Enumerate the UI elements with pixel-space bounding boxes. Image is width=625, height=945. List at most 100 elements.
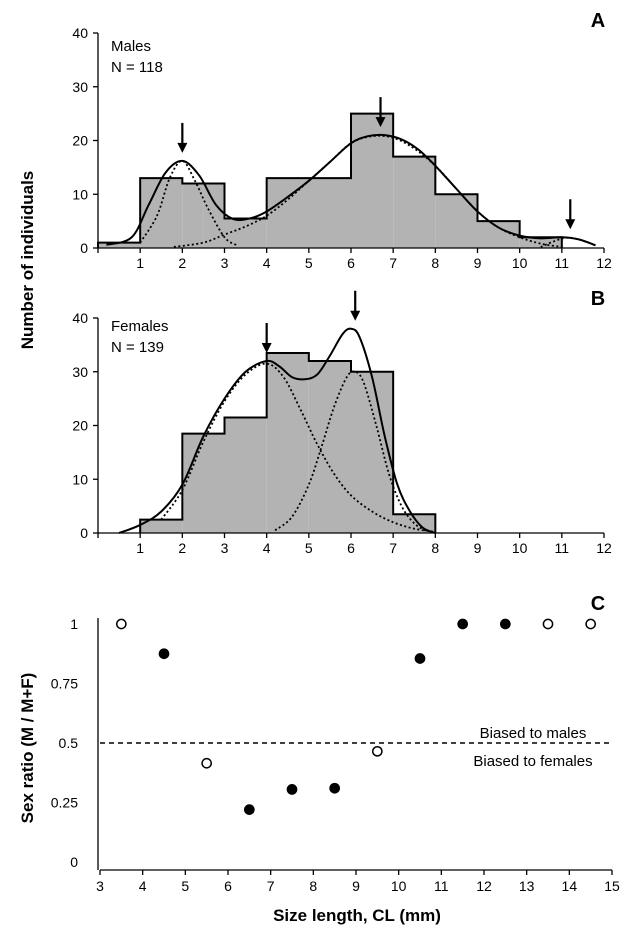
- panel-c-x-tick-label: 14: [562, 878, 578, 894]
- panel-a-x-tick-label: 3: [221, 255, 229, 271]
- panel-b-bar: [308, 361, 351, 533]
- panel-a-bar: [351, 113, 394, 248]
- panel-b-bar: [182, 433, 225, 533]
- panel-b-x-tick-label: 10: [512, 540, 528, 556]
- panel-c-point-open: [115, 618, 127, 630]
- panel-a-x-tick-label: 4: [263, 255, 271, 271]
- panel-a-x-tick-label: 1: [136, 255, 144, 271]
- panel-c-x-tick-label: 6: [224, 878, 232, 894]
- panel-a-letter: A: [591, 10, 605, 32]
- panel-a-group-label: Males: [111, 38, 151, 55]
- panel-a-y-tick-label: 40: [72, 25, 88, 41]
- panel-c-point-filled: [286, 784, 298, 795]
- panel-a-x-tick-label: 7: [389, 255, 397, 271]
- panel-a-x-tick-label: 8: [431, 255, 439, 271]
- annotation-biased-to-males: Biased to males: [480, 725, 587, 742]
- panel-a-x-tick-label: 10: [512, 255, 528, 271]
- panel-b-bar: [140, 519, 183, 533]
- panel-c-point-filled: [414, 653, 426, 664]
- panel-c-scatter: 3 4 5 6 7 8 9 10 11 12 13 14 15 0 0.25 0.5 0.75 1: [51, 616, 620, 894]
- panel-a-y-tick-label: 0: [80, 240, 88, 256]
- panel-b-x-tick-label: 8: [431, 540, 439, 556]
- panel-a-x-tick-label: 9: [474, 255, 482, 271]
- panel-c-x-tick-label: 15: [604, 878, 620, 894]
- panel-b-x-tick-label: 2: [178, 540, 186, 556]
- panel-a-peak-arrow-head: [375, 117, 386, 128]
- panel-a-fitted-curve: [106, 133, 596, 247]
- panel-c-letter: C: [591, 593, 605, 615]
- panel-c-y-tick-label: 0.75: [51, 676, 78, 692]
- panel-b-y-tick-label: 40: [72, 310, 88, 326]
- panel-a-n-label: N = 118: [111, 59, 163, 76]
- panel-b-peak-arrow-head: [350, 310, 361, 321]
- panel-c-x-tick-label: 7: [267, 878, 275, 894]
- panel-b-histogram-outline: [139, 351, 437, 533]
- panel-b-letter: B: [591, 288, 605, 310]
- panel-a-x-tick-label: 6: [347, 255, 355, 271]
- panel-b-y-tick-label: 0: [80, 525, 88, 541]
- panel-c-x-tick-label: 8: [309, 878, 317, 894]
- panel-c-y-tick-label: 0.5: [59, 735, 79, 751]
- panel-b-bar: [351, 371, 394, 533]
- panel-c-point-open: [201, 757, 213, 769]
- panel-a-bar: [393, 156, 436, 248]
- panel-c-x-tick-label: 9: [352, 878, 360, 894]
- panel-a-peak-arrow-head: [177, 142, 188, 153]
- panel-a-y-tick-label: 20: [72, 133, 88, 149]
- panel-c-x-tick-label: 12: [476, 878, 492, 894]
- panel-a-bar: [203, 183, 225, 248]
- annotation-biased-to-females: Biased to females: [473, 753, 592, 770]
- panel-a-x-tick-label: 5: [305, 255, 313, 271]
- panel-c-point-filled: [243, 804, 255, 815]
- panel-b-bar: [224, 417, 267, 533]
- panel-c-x-tick-label: 10: [391, 878, 407, 894]
- panel-b-x-tick-label: 1: [136, 540, 144, 556]
- panel-a-bar: [140, 178, 183, 248]
- panel-c-y-axis-label: Sex ratio (M / M+F): [18, 673, 37, 824]
- panel-c-point-filled: [457, 618, 469, 630]
- panel-b-x-tick-label: 5: [305, 540, 313, 556]
- panel-b-x-tick-label: 12: [596, 540, 612, 556]
- panel-c-x-axis-label: Size length, CL (mm): [273, 906, 441, 925]
- panel-c-x-tick-label: 11: [434, 878, 449, 894]
- panel-b-n-label: N = 139: [111, 339, 164, 356]
- panel-b-peak-arrow-head: [261, 343, 272, 353]
- panel-b-x-tick-label: 9: [474, 540, 482, 556]
- panel-a-x-tick-label: 11: [555, 255, 570, 271]
- panel-b-fitted-curve: [118, 327, 436, 534]
- panel-a-bar: [435, 194, 478, 248]
- panel-a-y-tick-label: 10: [72, 186, 88, 202]
- panel-c-x-tick-label: 4: [139, 878, 147, 894]
- panel-a-bar: [98, 242, 141, 248]
- panel-a-histogram-outline: [97, 112, 563, 248]
- panel-b-x-tick-label: 11: [555, 540, 570, 556]
- panel-c-y-tick-label: 1: [70, 616, 78, 632]
- panel-a-y-tick-label: 30: [72, 79, 88, 95]
- panel-c-point-open: [542, 618, 554, 630]
- panel-b-x-tick-label: 3: [221, 540, 229, 556]
- panel-b-x-tick-label: 4: [263, 540, 271, 556]
- panel-b-y-tick-label: 20: [72, 418, 88, 434]
- panel-b-x-tick-label: 7: [389, 540, 397, 556]
- panel-c-x-tick-label: 5: [181, 878, 189, 894]
- shared-y-axis-label: Number of individuals: [18, 171, 37, 350]
- panel-a-bar: [182, 183, 204, 248]
- panel-c-point-open: [371, 745, 383, 757]
- panel-c-x-tick-label: 13: [519, 878, 535, 894]
- panel-b-group-label: Females: [111, 318, 169, 335]
- panel-a-x-tick-label: 2: [178, 255, 186, 271]
- panel-c-point-filled: [329, 782, 341, 794]
- panel-a-peak-arrow-head: [565, 219, 576, 230]
- panel-c-point-filled: [499, 618, 511, 630]
- panel-b-y-tick-label: 10: [72, 471, 88, 487]
- panel-c-y-tick-label: 0.25: [51, 795, 78, 811]
- panel-c-point-filled: [158, 648, 170, 660]
- panel-a-bar: [519, 237, 562, 248]
- panel-a-x-tick-label: 12: [596, 255, 612, 271]
- panel-b-y-tick-label: 30: [72, 364, 88, 380]
- panel-c-y-tick-label: 0: [70, 854, 78, 870]
- panel-c-point-open: [585, 618, 597, 630]
